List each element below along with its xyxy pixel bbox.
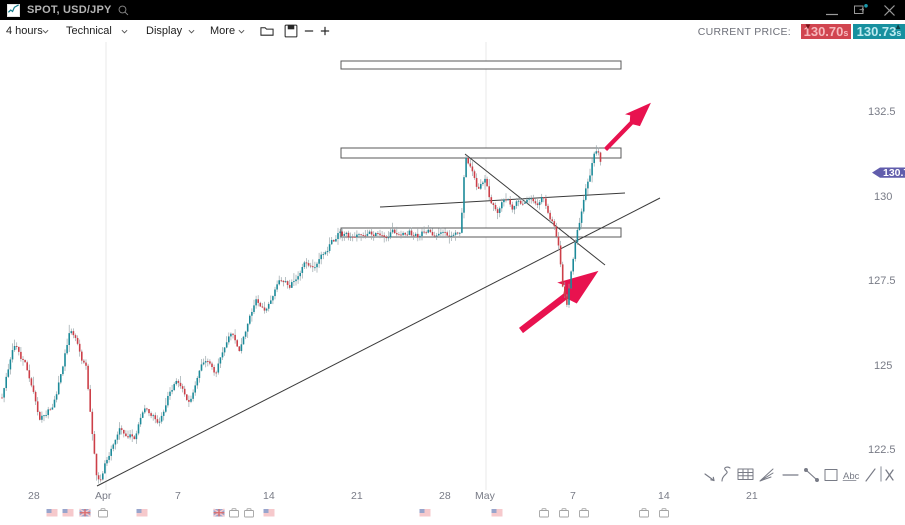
svg-text:122.5: 122.5 <box>868 444 896 456</box>
svg-text:125: 125 <box>874 360 892 372</box>
svg-text:132.5: 132.5 <box>868 106 896 118</box>
svg-text:127.5: 127.5 <box>868 275 896 287</box>
svg-text:130: 130 <box>874 191 892 203</box>
svg-text:130.708: 130.708 <box>883 167 905 179</box>
